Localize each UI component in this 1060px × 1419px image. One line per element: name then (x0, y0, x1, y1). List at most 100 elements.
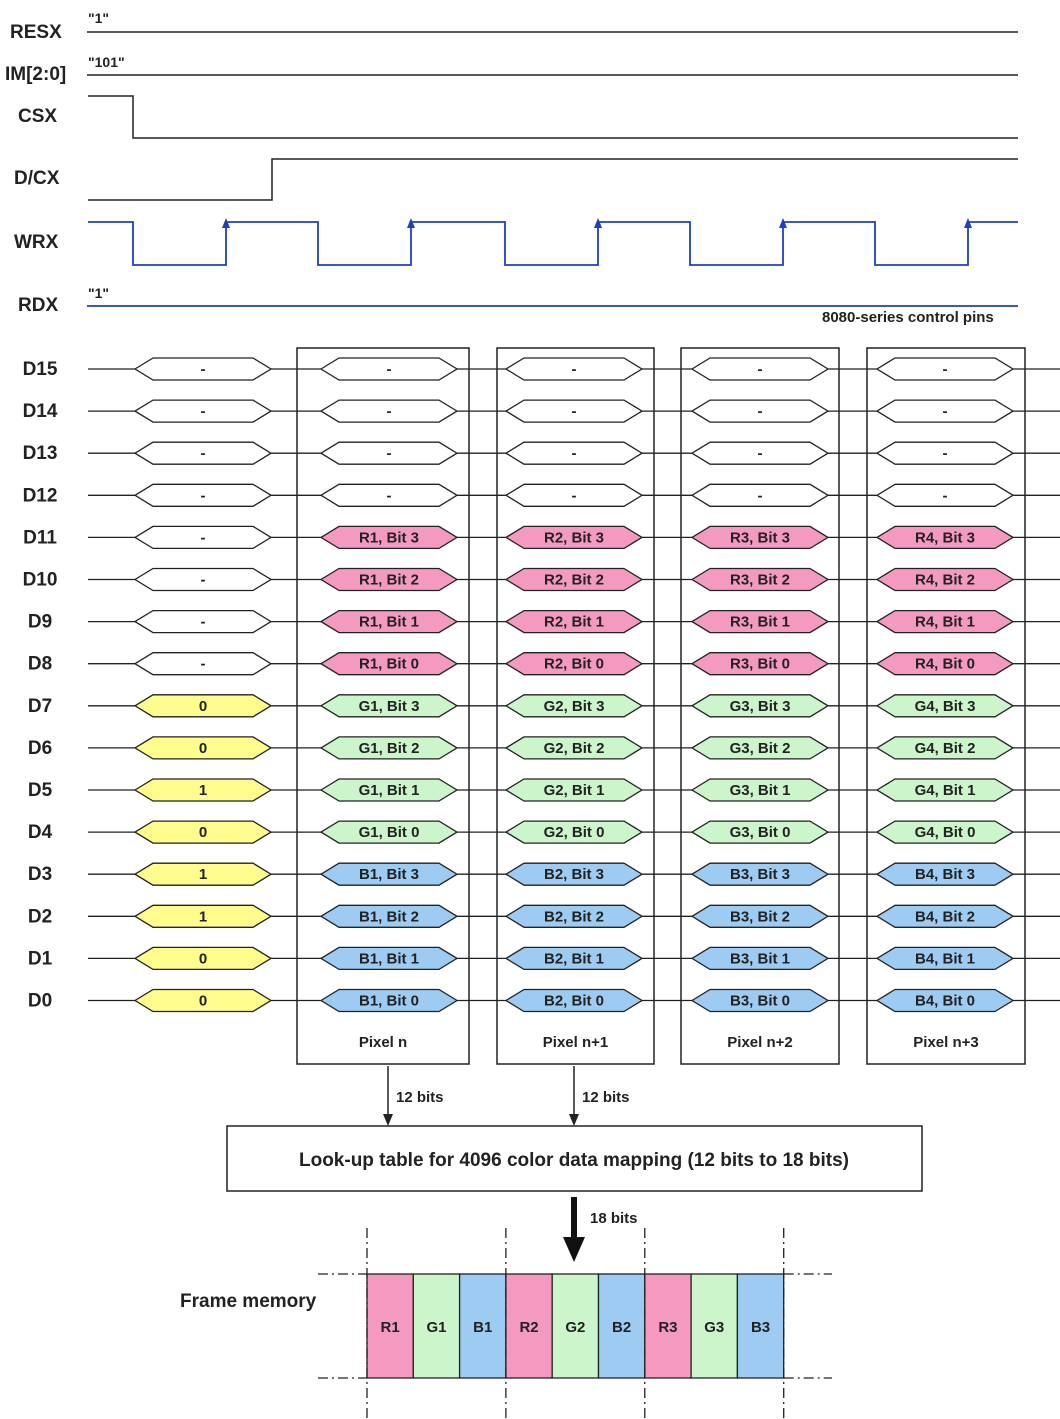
pixel-cell-shape (690, 483, 830, 507)
data-pin-label: D3 (28, 864, 52, 885)
pixel-cell-shape (690, 567, 830, 592)
command-cell-label: - (201, 529, 206, 546)
command-cell-shape (133, 946, 273, 971)
frame-memory-cell (412, 1273, 461, 1379)
command-cell-label: 1 (199, 908, 207, 925)
pixel-cell-label: G2, Bit 3 (544, 698, 605, 715)
data-pin-label: D9 (28, 612, 52, 633)
pixel-cell-shape (504, 525, 644, 550)
data-pin-label: D2 (28, 906, 52, 927)
pixel-cell-label: R2, Bit 3 (544, 529, 604, 546)
data-pin-row: D14 - - - - - (23, 399, 1060, 423)
pixel-cell-shape (690, 525, 830, 550)
frame-memory-cell (505, 1273, 553, 1379)
command-cell-shape (133, 652, 273, 676)
pixel-cell-shape (690, 820, 830, 844)
pixel-cell-label: G3, Bit 2 (730, 740, 791, 757)
frame-memory-cell (551, 1273, 600, 1379)
rising-edge-arrow-icon (594, 218, 602, 228)
pixel-label: Pixel n+1 (543, 1034, 608, 1051)
pixel-cell-label: - (943, 403, 948, 420)
pixel-cell-shape (690, 862, 830, 886)
data-pin-label: D8 (28, 654, 52, 675)
pixel-cell-shape (504, 399, 644, 423)
rising-edge-arrow-icon (222, 218, 230, 228)
pixel-cell-label: B4, Bit 2 (915, 908, 975, 925)
frame-memory: R1 G1 B1 R2 G2 B2 R3 G3 B3 (318, 1228, 832, 1419)
pixel-cell-shape (504, 441, 644, 465)
command-cell-shape (133, 609, 273, 634)
pixel-cell-shape (319, 988, 459, 1013)
data-pin-row: D2 1 B1, Bit 2 B2, Bit 2 B3, Bit 2 B4, Bit 2 (28, 904, 1060, 928)
pixel-cell-label: R2, Bit 1 (544, 614, 604, 631)
pixel-cell-shape (319, 441, 459, 465)
pixel-cell-shape (319, 946, 459, 971)
data-pin-row: D13 - - - - - (23, 441, 1060, 465)
pixel-cell-label: - (387, 487, 392, 504)
pixel-cell-label: B3, Bit 2 (730, 908, 790, 925)
lut-arrows: 12 bits 12 bits (383, 1066, 630, 1126)
data-pin-row: D3 1 B1, Bit 3 B2, Bit 3 B3, Bit 3 B4, Bit 3 (28, 862, 1060, 886)
frame-memory-cell (597, 1273, 646, 1379)
command-cell-shape (133, 399, 273, 423)
waveform-csx (88, 95, 1018, 139)
pixel-cell-shape (875, 820, 1015, 844)
pixel-cell-label: - (387, 445, 392, 462)
pixel-cell-label: G4, Bit 2 (915, 740, 976, 757)
pixel-cell-shape (319, 609, 459, 634)
control-waveforms (87, 31, 1018, 201)
pixel-cell-label: G1, Bit 2 (359, 740, 420, 757)
data-pin-label: D11 (23, 527, 57, 548)
frame-memory-cell-label: R3 (658, 1319, 677, 1336)
pixel-cell-label: B1, Bit 3 (359, 866, 419, 883)
frame-memory-cell (366, 1273, 414, 1379)
pixel-cell-label: R1, Bit 0 (359, 656, 419, 673)
data-pin-label: D6 (28, 738, 52, 759)
command-cell-label: - (201, 361, 206, 378)
command-cell-shape (133, 525, 273, 550)
data-pin-label: D10 (23, 570, 58, 591)
command-cell-label: 0 (199, 698, 207, 715)
data-pin-row: D0 0 B1, Bit 0 B2, Bit 0 B3, Bit 0 B4, Bit 0 (28, 988, 1060, 1013)
pixel-cell-label: G2, Bit 2 (544, 740, 605, 757)
signal-label-wrx: WRX (14, 232, 59, 253)
pixel-cell-shape (319, 694, 459, 718)
command-cell-shape (133, 441, 273, 465)
pixel-label: Pixel n+3 (913, 1034, 978, 1051)
pixel-cell-label: B3, Bit 1 (730, 950, 790, 967)
pixel-cell-shape (319, 567, 459, 592)
data-pin-row: D11 - R1, Bit 3 R2, Bit 3 R3, Bit 3 R4, Bit 3 (23, 525, 1060, 550)
pixel-cell-shape (504, 862, 644, 886)
pixel-cell-shape (319, 778, 459, 802)
pixel-cell-label: - (572, 487, 577, 504)
pixel-cell-label: R4, Bit 1 (915, 614, 975, 631)
pixel-label: Pixel n+2 (727, 1034, 792, 1051)
command-cell-label: - (201, 656, 206, 673)
command-cell-label: 0 (199, 740, 207, 757)
pixel-cell-label: G1, Bit 1 (359, 782, 420, 799)
signal-label-im: IM[2:0] (5, 64, 66, 85)
data-pin-row: D9 - R1, Bit 1 R2, Bit 1 R3, Bit 1 R4, Bit 1 (28, 609, 1060, 634)
arrow-down-icon (383, 1114, 393, 1126)
pixel-cell-label: G4, Bit 0 (915, 824, 976, 841)
pixel-cell-shape (875, 694, 1015, 718)
command-cell-label: 0 (199, 993, 207, 1010)
pixel-cell-shape (319, 904, 459, 928)
pixel-cell-shape (319, 399, 459, 423)
pixel-cell-label: R1, Bit 1 (359, 614, 419, 631)
pixel-cell-shape (690, 904, 830, 928)
pixel-cell-shape (875, 483, 1015, 507)
wrx-rising-edge-arrows (222, 218, 972, 228)
pixel-cell-shape (504, 736, 644, 760)
signal-value-im: "101" (88, 54, 125, 70)
pixel-cell-label: - (758, 403, 763, 420)
lut-box (226, 1125, 923, 1192)
pixel-cell-label: B4, Bit 1 (915, 950, 975, 967)
pixel-cell-label: R2, Bit 0 (544, 656, 604, 673)
frame-memory-cell (736, 1273, 785, 1379)
pixel-cell-label: B2, Bit 2 (544, 908, 604, 925)
rising-edge-arrow-icon (779, 218, 787, 228)
pixel-cell-label: - (758, 487, 763, 504)
frame-memory-cell-label: G3 (704, 1319, 724, 1336)
